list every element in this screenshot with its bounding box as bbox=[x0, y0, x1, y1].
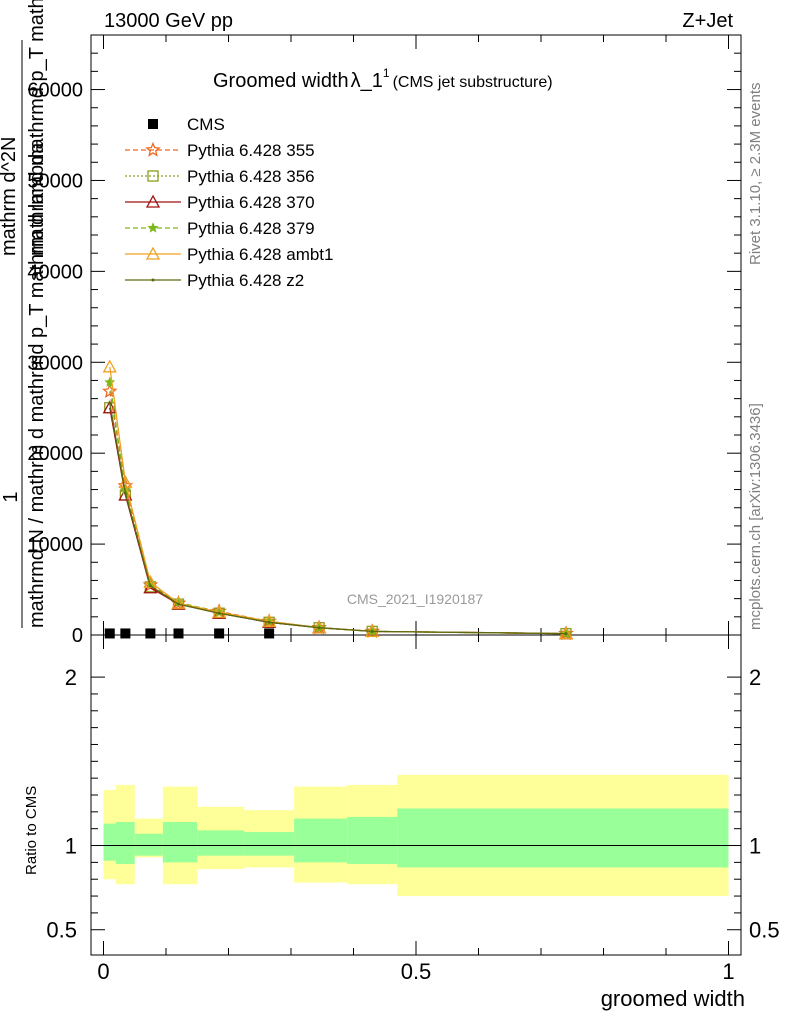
ratio-band-inner bbox=[134, 833, 163, 856]
main-ytick-label: 60000 bbox=[27, 80, 83, 102]
legend-marker-cms bbox=[148, 119, 158, 129]
title-sub: (CMS jet substructure) bbox=[393, 74, 553, 91]
ylabel-one: 1 bbox=[0, 491, 22, 502]
title-sup: 1 bbox=[383, 66, 390, 80]
cms-data-point bbox=[120, 628, 131, 639]
series-point-z2 bbox=[217, 611, 221, 615]
series-point-ambt1 bbox=[102, 359, 117, 373]
ratio-ytick-label: 2 bbox=[65, 665, 77, 690]
legend-label-ambt1: Pythia 6.428 ambt1 bbox=[187, 245, 333, 264]
main-ytick-label: 10000 bbox=[27, 534, 83, 556]
main-ytick-label: 0 bbox=[72, 625, 83, 647]
legend-marker-z2 bbox=[151, 278, 155, 282]
ratio-band-inner bbox=[294, 818, 348, 863]
series-point-z2 bbox=[564, 632, 568, 636]
series-point-z2 bbox=[267, 620, 271, 624]
ratio-ytick-label-right: 0.5 bbox=[749, 918, 780, 943]
ratio-band-inner bbox=[103, 823, 116, 861]
series-point-z2 bbox=[148, 584, 152, 588]
ylabel-num: mathrm d^2N bbox=[0, 137, 20, 256]
ratio-xtick-label: 1 bbox=[722, 959, 734, 984]
series-point-p370 bbox=[102, 400, 117, 414]
main-ytick-label: 50000 bbox=[27, 170, 83, 192]
series-point-z2 bbox=[177, 602, 180, 606]
cms-data-point bbox=[173, 628, 184, 639]
legend-marker-p355 bbox=[145, 141, 161, 157]
ratio-ytick-label: 0.5 bbox=[46, 918, 77, 943]
analysis-label: CMS_2021_I1920187 bbox=[347, 591, 483, 607]
process-label: Z+Jet bbox=[682, 10, 733, 32]
energy-label: 13000 GeV pp bbox=[104, 10, 233, 32]
series-point-ambt1 bbox=[212, 604, 227, 618]
ratio-band-inner bbox=[397, 808, 729, 868]
legend-label-p356: Pythia 6.428 356 bbox=[187, 167, 315, 186]
ratio-band-inner bbox=[197, 830, 245, 856]
main-ytick-label: 20000 bbox=[27, 443, 83, 465]
legend-marker-p370 bbox=[145, 194, 161, 208]
cms-data-point bbox=[104, 628, 115, 639]
ratio-ytick-label-right: 2 bbox=[749, 665, 761, 690]
series-point-z2 bbox=[123, 491, 127, 495]
legend: CMS Pythia 6.428 355 Pythia 6.428 356 Pythi… bbox=[125, 115, 333, 290]
series-point-z2 bbox=[108, 401, 112, 405]
legend-marker-p379 bbox=[147, 222, 159, 233]
ratio-ytick-label-right: 1 bbox=[749, 834, 761, 859]
series-line-ambt1 bbox=[109, 366, 567, 635]
ratio-y-label: Ratio to CMS bbox=[23, 786, 40, 875]
rivet-label: Rivet 3.1.10, ≥ 2.3M events bbox=[747, 83, 764, 266]
cms-data-point bbox=[214, 628, 225, 639]
series-point-ambt1 bbox=[118, 474, 133, 488]
plot-title: Groomed width λ_11(CMS jet substructure) bbox=[213, 66, 553, 92]
ratio-xtick-label: 0 bbox=[97, 959, 109, 984]
legend-label-cms: CMS bbox=[187, 115, 225, 134]
series-point-p355 bbox=[102, 383, 118, 398]
mcplots-label: mcplots.cern.ch [arXiv:1306.3436] bbox=[747, 403, 764, 630]
ratio-bands bbox=[103, 774, 729, 897]
ratio-xtick-label: 0.5 bbox=[401, 959, 432, 984]
series-point-ambt1 bbox=[262, 614, 277, 628]
title-main: Groomed width bbox=[213, 70, 349, 92]
ratio-axes: 0.5 0.5 1 1 2 2 0 0.5 1 bbox=[46, 635, 780, 984]
ratio-band-inner bbox=[116, 821, 135, 865]
ratio-band-inner bbox=[347, 816, 398, 865]
title-lambda: λ_1 bbox=[351, 70, 383, 92]
ylabel-line2: mathrmd N / mathrm d mathrmd p_T mathrm … bbox=[26, 142, 48, 628]
main-axes: 0 10000 20000 30000 40000 50000 60000 bbox=[27, 35, 741, 647]
ratio-ytick-label: 1 bbox=[65, 834, 77, 859]
cms-data-point bbox=[145, 628, 156, 639]
main-ytick-label: 40000 bbox=[27, 261, 83, 283]
legend-marker-p356 bbox=[147, 170, 159, 182]
x-axis-label: groomed width bbox=[601, 986, 745, 1011]
legend-label-p355: Pythia 6.428 355 bbox=[187, 141, 315, 160]
series-point-z2 bbox=[317, 626, 321, 630]
main-series bbox=[102, 359, 574, 641]
main-ytick-label: 30000 bbox=[27, 352, 83, 374]
main-y-label: 1 mathrmd N / mathrm d mathrmd p_T mathr… bbox=[0, 0, 48, 628]
ylabel-den: mathrm d mathrmd p_T mathrm d lambda bbox=[26, 0, 48, 256]
series-point-z2 bbox=[370, 629, 374, 633]
legend-label-p379: Pythia 6.428 379 bbox=[187, 219, 315, 238]
legend-label-p370: Pythia 6.428 370 bbox=[187, 193, 315, 212]
ratio-band-inner bbox=[244, 832, 295, 856]
legend-marker-ambt1 bbox=[145, 246, 161, 260]
legend-label-z2: Pythia 6.428 z2 bbox=[187, 271, 304, 290]
cms-data-point bbox=[264, 628, 275, 639]
ratio-band-inner bbox=[162, 821, 198, 863]
